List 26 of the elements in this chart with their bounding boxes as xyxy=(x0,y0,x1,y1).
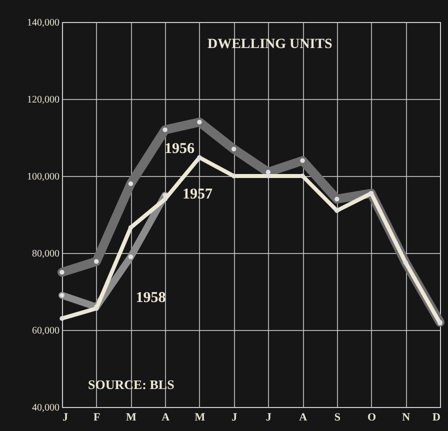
x-tick-label: N xyxy=(402,412,410,424)
point xyxy=(266,174,271,178)
x-tick-label: J xyxy=(62,412,68,424)
x-tick-label: J xyxy=(266,412,272,424)
y-tick-label: 60,000 xyxy=(32,326,60,336)
x-tick-label: F xyxy=(93,412,100,424)
y-tick-label: 120,000 xyxy=(27,94,60,106)
point xyxy=(162,196,168,202)
point xyxy=(231,174,236,178)
point xyxy=(300,174,305,178)
y-tick-label: 100,000 xyxy=(27,172,60,182)
x-tick-label: S xyxy=(334,412,340,424)
point xyxy=(197,155,202,160)
y-tick-label: 140,000 xyxy=(27,18,60,28)
point xyxy=(60,316,64,321)
x-tick-label: O xyxy=(367,412,376,424)
x-tick-label: J xyxy=(232,412,238,424)
point xyxy=(334,208,340,213)
x-tick-label: A xyxy=(299,412,308,424)
x-tick-label: A xyxy=(162,412,170,424)
point xyxy=(128,225,134,230)
x-tick-label: D xyxy=(432,412,441,424)
x-tick-label: M xyxy=(194,412,206,424)
x-tick-label: M xyxy=(126,412,138,424)
y-tick-label: 40,000 xyxy=(32,402,60,414)
y-tick-label: 80,000 xyxy=(32,248,60,260)
